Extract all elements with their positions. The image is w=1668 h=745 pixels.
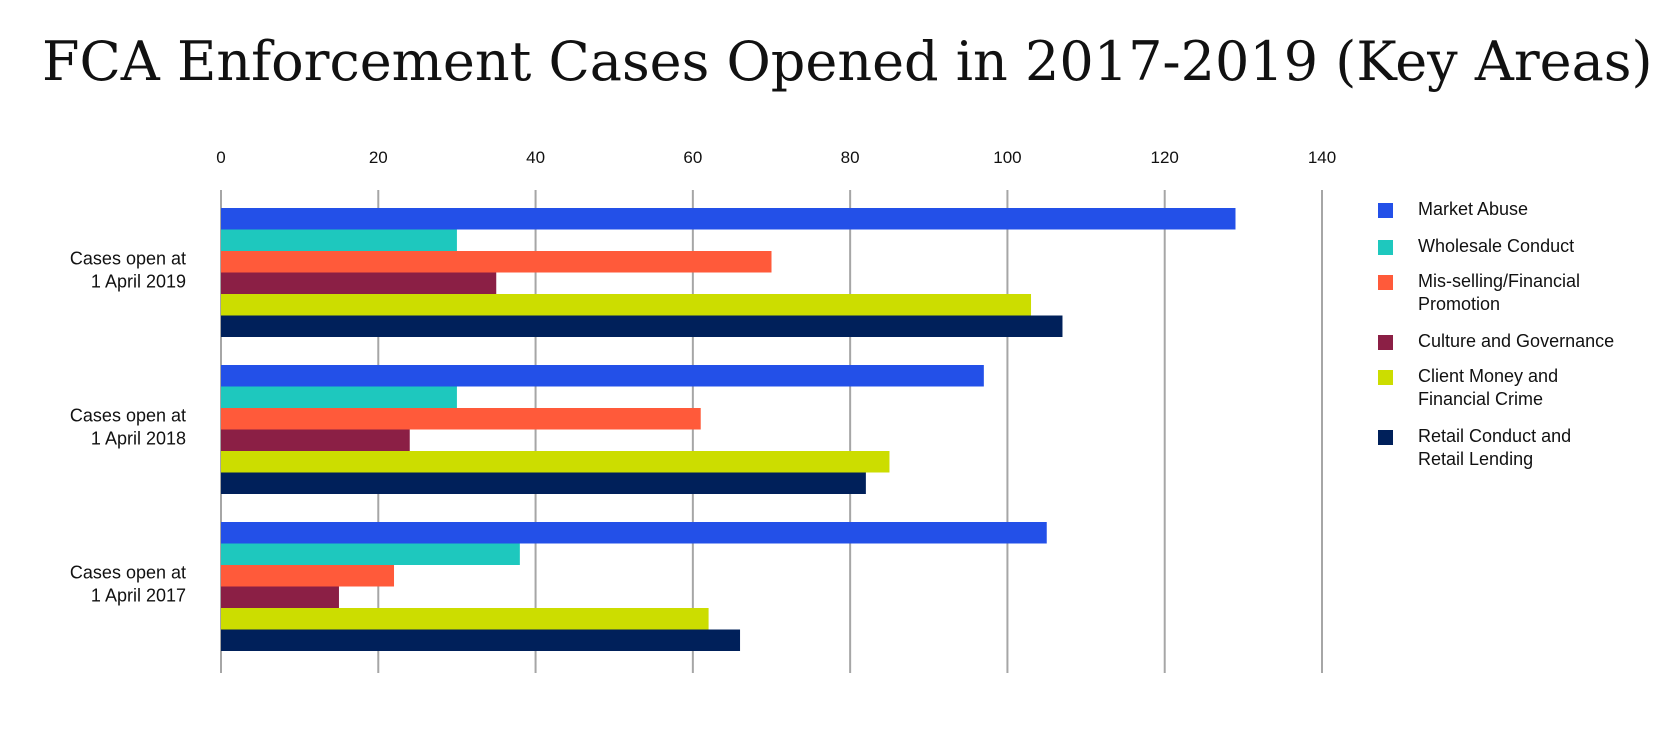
bar-wholesale-conduct-2 bbox=[221, 543, 520, 565]
x-tick-label: 20 bbox=[369, 148, 388, 167]
bar-wholesale-conduct-0 bbox=[221, 229, 457, 251]
x-tick-label: 120 bbox=[1151, 148, 1179, 167]
chart-title: FCA Enforcement Cases Opened in 2017-201… bbox=[42, 30, 1653, 93]
bar-mis-selling-financial-promotion-2 bbox=[221, 565, 395, 587]
legend-item: Wholesale Conduct bbox=[1378, 235, 1574, 258]
bar-market-abuse-2 bbox=[221, 522, 1047, 544]
category-label: Cases open at 1 April 2018 bbox=[70, 406, 186, 449]
legend-swatch bbox=[1378, 275, 1393, 290]
legend-label: Client Money and Financial Crime bbox=[1418, 366, 1559, 409]
legend-item: Mis-selling/Financial Promotion bbox=[1378, 270, 1580, 316]
legend-swatch bbox=[1378, 240, 1393, 255]
bar-retail-conduct-and-retail-lending-0 bbox=[221, 315, 1063, 337]
legend-item: Retail Conduct and Retail Lending bbox=[1378, 425, 1571, 471]
legend-swatch bbox=[1378, 370, 1393, 385]
bar-market-abuse-1 bbox=[221, 365, 984, 387]
legend-label: Retail Conduct and Retail Lending bbox=[1418, 426, 1572, 469]
legend-item: Market Abuse bbox=[1378, 198, 1528, 221]
legend-swatch bbox=[1378, 335, 1393, 350]
category-label: Cases open at 1 April 2019 bbox=[70, 249, 186, 292]
bar-mis-selling-financial-promotion-0 bbox=[221, 251, 772, 273]
x-tick-label: 80 bbox=[841, 148, 860, 167]
bar-client-money-and-financial-crime-0 bbox=[221, 294, 1032, 316]
bar-culture-and-governance-2 bbox=[221, 586, 339, 608]
x-axis-ticks: 0 20 40 60 80 100 120 140 bbox=[216, 148, 1336, 167]
bar-culture-and-governance-1 bbox=[221, 429, 410, 451]
x-tick-label: 100 bbox=[993, 148, 1021, 167]
legend-swatch bbox=[1378, 203, 1393, 218]
legend-label: Market Abuse bbox=[1418, 199, 1529, 219]
bar-mis-selling-financial-promotion-1 bbox=[221, 408, 701, 430]
legend-item: Culture and Governance bbox=[1378, 330, 1614, 353]
bars bbox=[221, 208, 1236, 651]
x-tick-label: 40 bbox=[526, 148, 545, 167]
bar-client-money-and-financial-crime-2 bbox=[221, 608, 709, 630]
x-tick-label: 140 bbox=[1308, 148, 1336, 167]
legend-item: Client Money and Financial Crime bbox=[1378, 365, 1558, 411]
legend-label: Mis-selling/Financial Promotion bbox=[1418, 271, 1581, 314]
legend-swatch bbox=[1378, 430, 1393, 445]
legend-label: Culture and Governance bbox=[1418, 331, 1615, 351]
category-label: Cases open at 1 April 2017 bbox=[70, 563, 186, 606]
legend-label: Wholesale Conduct bbox=[1418, 236, 1575, 256]
bar-retail-conduct-and-retail-lending-2 bbox=[221, 629, 741, 651]
bar-retail-conduct-and-retail-lending-1 bbox=[221, 472, 866, 494]
category-labels: Cases open at 1 April 2019 Cases open at 1 … bbox=[70, 249, 186, 606]
bar-market-abuse-0 bbox=[221, 208, 1236, 230]
bar-client-money-and-financial-crime-1 bbox=[221, 451, 890, 473]
bar-culture-and-governance-0 bbox=[221, 272, 497, 294]
x-tick-label: 0 bbox=[216, 148, 225, 167]
bar-wholesale-conduct-1 bbox=[221, 386, 457, 408]
x-tick-label: 60 bbox=[683, 148, 702, 167]
